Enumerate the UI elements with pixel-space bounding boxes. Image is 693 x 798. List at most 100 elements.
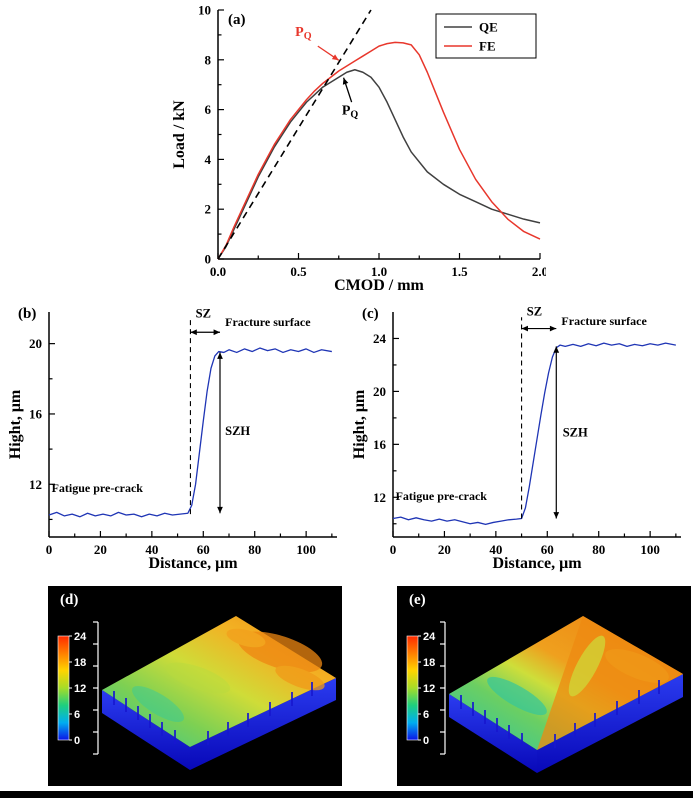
annotation-text: SZ <box>527 304 542 318</box>
x-tick-label: 100 <box>640 542 660 557</box>
surface-texture <box>132 628 325 723</box>
panel-c-chart: 0 20 40 60 80 100 12 16 20 24 Distance, μm Hight, μ… <box>351 304 681 572</box>
y-tick-label: 10 <box>198 3 211 18</box>
chart-b: 0 20 40 60 80 100 12 16 20 Distance, μm Hight, μm S… <box>7 306 337 572</box>
bottom-border <box>0 791 693 798</box>
y-tick-label: 4 <box>205 152 212 167</box>
colorbar-tick-label: 24 <box>423 631 436 643</box>
surface-front-right-wall <box>537 674 683 773</box>
z-axis <box>93 621 99 755</box>
x-tick-label: 0.0 <box>210 264 226 279</box>
series-height-profile <box>392 342 676 526</box>
x-tick-label: 40 <box>489 542 502 557</box>
arrowhead <box>331 54 339 61</box>
x-tick-label: 80 <box>592 542 605 557</box>
arrowhead <box>553 346 560 353</box>
y-axis-label: Hight, μm <box>7 389 24 459</box>
y-tick-label: 0 <box>205 252 212 267</box>
x-tick-label: 100 <box>296 542 316 557</box>
colorbar: 24 18 12 6 0 <box>406 631 436 747</box>
x-axis-label: Distance, μm <box>492 555 582 572</box>
annotation-text: SZ <box>196 306 211 320</box>
panel-a-label: (a) <box>228 12 246 28</box>
y-tick-label: 24 <box>373 331 387 346</box>
arrowhead <box>217 352 223 359</box>
colorbar-tick-label: 0 <box>74 735 80 747</box>
x-axis-label: Distance, μm <box>148 555 238 572</box>
x-axis-label: CMOD / mm <box>334 277 424 294</box>
panel-c-label: (c) <box>362 306 379 322</box>
colorbar-tick-label: 6 <box>74 709 80 721</box>
x-tick-label: 2.0 <box>532 264 546 279</box>
arrowhead <box>190 329 197 336</box>
colorbar-gradient <box>406 635 419 741</box>
colorbar-tick-label: 24 <box>74 631 87 643</box>
y-axis-label: Hight, μm <box>351 389 368 459</box>
series-QE <box>217 69 541 260</box>
legend-label-QE: QE <box>479 20 498 35</box>
panel-e: 24 18 12 6 0 (e) <box>397 586 691 786</box>
x-tick-label: 60 <box>541 542 554 557</box>
arrowhead <box>553 512 560 519</box>
panel-a-chart: 0.0 0.5 1.0 1.5 2.0 0 2 4 6 8 10 CMOD / mm Load / kN… <box>171 3 546 295</box>
surface-front-left-wall <box>449 694 537 773</box>
arrowhead <box>549 325 557 332</box>
x-tick-label: 80 <box>248 542 261 557</box>
y-tick-label: 20 <box>29 336 42 351</box>
arrowhead <box>521 325 528 332</box>
annotation-text: SZH <box>563 425 588 439</box>
series-95-percent-secant <box>217 9 372 260</box>
x-tick-label: 20 <box>94 542 107 557</box>
annotation-text: PQ <box>295 25 312 42</box>
surface-plot-e: 24 18 12 6 0 <box>406 616 683 773</box>
series-FE <box>217 41 541 260</box>
surface-front-right-wall <box>190 678 336 770</box>
x-tick-label: 60 <box>197 542 210 557</box>
x-tick-label: 20 <box>438 542 451 557</box>
annotation-text: Fracture surface <box>225 315 311 329</box>
arrowhead <box>213 329 220 336</box>
colorbar-tick-label: 12 <box>423 683 435 695</box>
y-tick-label: 16 <box>29 406 43 421</box>
z-axis <box>440 621 446 755</box>
panel-d: 24 18 12 6 0 (d) <box>48 586 342 786</box>
legend-label-FE: FE <box>479 39 496 54</box>
chart-a: 0.0 0.5 1.0 1.5 2.0 0 2 4 6 8 10 CMOD / mm Load / kN… <box>171 3 546 295</box>
colorbar-gradient <box>57 635 70 741</box>
colorbar-tick-label: 18 <box>74 657 86 669</box>
legend-box <box>435 13 537 59</box>
surface-high-region <box>537 616 683 750</box>
colorbar-tick-label: 18 <box>423 657 435 669</box>
annotation-text: SZH <box>225 424 250 438</box>
surface-plot-d: 24 18 12 6 0 <box>57 616 336 770</box>
surface-texture <box>487 635 669 716</box>
colorbar: 24 18 12 6 0 <box>57 631 87 747</box>
surface-front-left-wall <box>102 690 190 770</box>
annotation-text: Fracture surface <box>561 314 647 328</box>
y-tick-label: 16 <box>373 437 387 452</box>
annotation-text: PQ <box>342 104 359 121</box>
x-tick-label: 0.5 <box>290 264 307 279</box>
colorbar-tick-label: 12 <box>74 683 86 695</box>
y-tick-label: 12 <box>373 490 386 505</box>
series-height-profile <box>48 347 332 518</box>
x-tick-label: 0 <box>390 542 397 557</box>
y-tick-label: 12 <box>29 477 42 492</box>
x-tick-label: 0 <box>46 542 53 557</box>
panel-d-label: (d) <box>60 592 79 608</box>
y-tick-label: 6 <box>205 102 212 117</box>
annotation-text: Fatigue pre-crack <box>52 481 144 495</box>
annotation-text: Fatigue pre-crack <box>396 489 488 503</box>
colorbar-tick-label: 6 <box>423 709 429 721</box>
y-tick-label: 8 <box>205 52 212 67</box>
panel-b-chart: 0 20 40 60 80 100 12 16 20 Distance, μm Hight, μm S… <box>7 306 337 572</box>
panel-b-label: (b) <box>18 306 37 322</box>
x-tick-label: 40 <box>145 542 158 557</box>
y-axis-label: Load / kN <box>171 100 188 169</box>
y-tick-label: 2 <box>205 202 212 217</box>
arrowhead <box>217 506 223 514</box>
chart-c: 0 20 40 60 80 100 12 16 20 24 Distance, μm Hight, μ… <box>351 304 681 572</box>
arrowhead <box>342 77 349 85</box>
panel-e-label: (e) <box>409 592 426 608</box>
